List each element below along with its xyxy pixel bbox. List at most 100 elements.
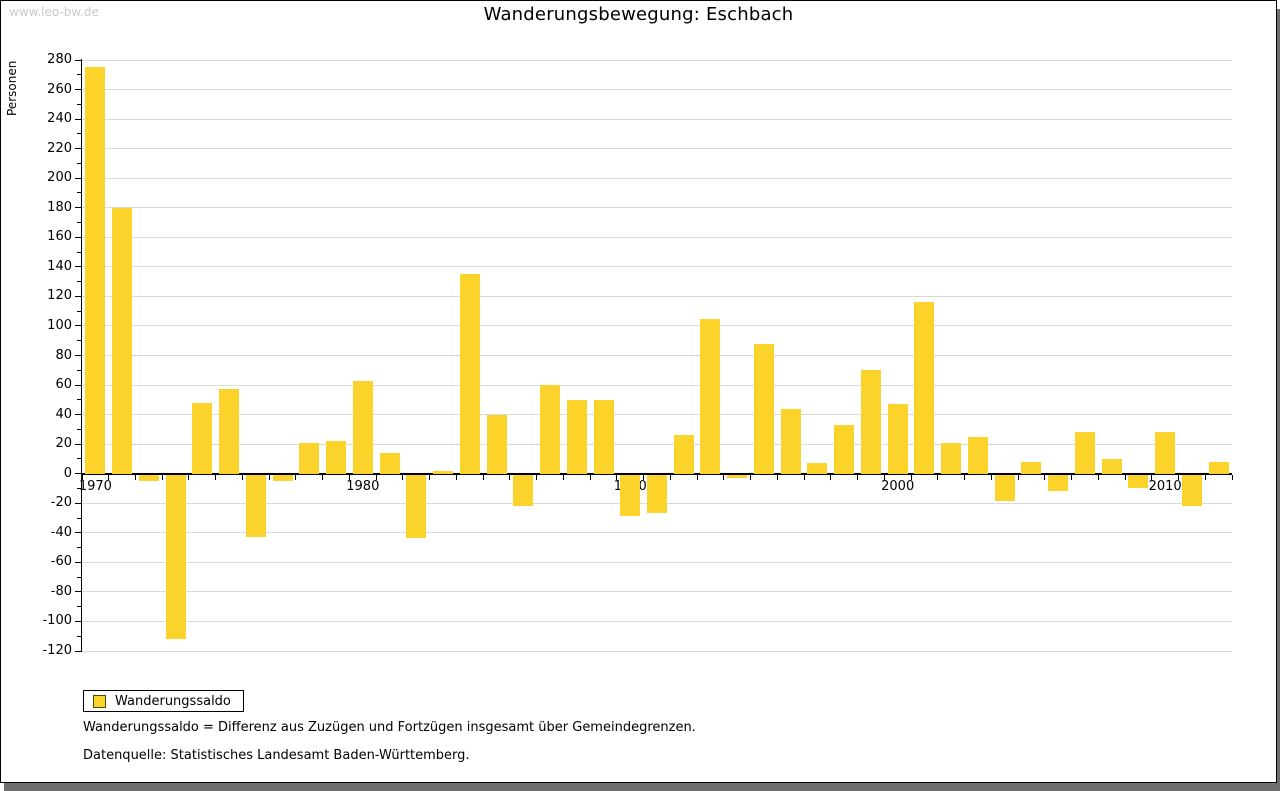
- bar-1989: [593, 399, 614, 474]
- legend-label: Wanderungssaldo: [115, 693, 231, 709]
- bar-1992: [673, 435, 694, 474]
- bar-2011: [1181, 474, 1202, 506]
- gridline: [82, 561, 1232, 563]
- x-tick: [1071, 475, 1073, 480]
- x-tick: [482, 475, 484, 480]
- x-tick: [830, 475, 832, 480]
- y-tick-label: 100: [47, 317, 72, 333]
- x-tick: [1231, 475, 1233, 480]
- watermark: www.leo-bw.de: [9, 5, 99, 19]
- bar-1987: [540, 385, 561, 474]
- y-tick-label: -120: [42, 643, 72, 658]
- y-axis-title: Personen: [5, 60, 19, 116]
- legend: Wanderungssaldo: [83, 690, 244, 712]
- gridline: [82, 266, 1232, 268]
- y-major-tick: [75, 473, 81, 475]
- bar-1993: [700, 318, 721, 474]
- x-tick: [1044, 475, 1046, 480]
- y-minor-tick: [77, 487, 81, 489]
- y-major-tick: [75, 355, 81, 356]
- y-minor-tick: [77, 222, 81, 224]
- y-minor-tick: [77, 458, 81, 460]
- x-tick: [964, 475, 966, 480]
- bar-2008: [1101, 458, 1122, 474]
- y-major-tick: [75, 207, 81, 209]
- y-minor-tick: [77, 428, 81, 430]
- y-tick-label: 260: [47, 81, 72, 97]
- y-axis-line: [81, 59, 82, 652]
- y-major-tick: [75, 295, 81, 297]
- bar-2009: [1128, 474, 1149, 488]
- x-tick: [536, 475, 538, 480]
- y-minor-tick: [77, 251, 81, 253]
- y-major-tick: [75, 59, 81, 61]
- bar-2010: [1155, 432, 1176, 474]
- x-tick: [589, 475, 591, 480]
- y-tick-label: 160: [47, 229, 72, 245]
- x-tick: [910, 475, 912, 480]
- y-minor-tick: [77, 133, 81, 135]
- bar-2004: [994, 474, 1015, 502]
- y-tick-label: 220: [47, 140, 72, 156]
- y-tick-label: -80: [50, 583, 72, 599]
- bar-1985: [486, 414, 507, 474]
- y-major-tick: [75, 650, 81, 652]
- gridline: [82, 148, 1232, 150]
- bar-1991: [647, 474, 667, 514]
- gridline: [82, 295, 1232, 297]
- x-axis-label: 2000: [881, 479, 915, 494]
- gridline: [82, 620, 1232, 622]
- bar-1988: [566, 399, 587, 474]
- y-major-tick: [75, 502, 81, 504]
- y-tick-label: 0: [63, 465, 72, 481]
- x-axis-label: 1970: [78, 479, 112, 494]
- y-minor-tick: [77, 576, 81, 578]
- gridline: [82, 532, 1232, 534]
- gridline: [82, 236, 1232, 238]
- gridline: [82, 355, 1232, 356]
- x-tick: [268, 475, 270, 480]
- y-tick-label: 200: [47, 170, 72, 186]
- bar-1970: [85, 67, 106, 474]
- y-major-tick: [75, 177, 81, 179]
- y-major-tick: [75, 561, 81, 563]
- x-tick: [161, 475, 163, 480]
- bar-2001: [914, 302, 935, 474]
- y-major-tick: [75, 236, 81, 238]
- x-tick: [696, 475, 698, 480]
- y-tick-label: 140: [47, 258, 72, 274]
- y-minor-tick: [77, 547, 81, 549]
- bar-1974: [192, 402, 213, 474]
- bar-2003: [967, 436, 988, 474]
- bar-1975: [219, 389, 240, 474]
- legend-color-swatch: [93, 694, 106, 708]
- x-tick: [348, 475, 350, 480]
- y-tick-label: -20: [50, 495, 72, 511]
- bar-1981: [379, 453, 400, 474]
- gridline: [82, 89, 1232, 91]
- x-tick: [643, 475, 645, 480]
- y-minor-tick: [77, 606, 81, 608]
- gridline: [82, 384, 1232, 386]
- bar-1995: [753, 343, 774, 474]
- y-major-tick: [75, 620, 81, 622]
- y-major-tick: [75, 532, 81, 534]
- x-tick: [509, 475, 511, 480]
- y-minor-tick: [77, 369, 81, 371]
- y-major-tick: [75, 266, 81, 268]
- y-minor-tick: [77, 192, 81, 194]
- y-minor-tick: [77, 340, 81, 342]
- x-tick: [616, 475, 618, 480]
- x-tick: [134, 475, 136, 480]
- x-tick: [188, 475, 190, 480]
- gridline: [82, 591, 1232, 593]
- gridline: [82, 443, 1232, 445]
- y-minor-tick: [77, 162, 81, 164]
- bar-1986: [513, 474, 534, 506]
- y-minor-tick: [77, 281, 81, 283]
- bar-1977: [272, 474, 293, 481]
- bar-1982: [406, 474, 427, 539]
- x-tick: [562, 475, 564, 480]
- x-axis-label: 1980: [346, 479, 380, 494]
- bar-1983: [433, 470, 454, 474]
